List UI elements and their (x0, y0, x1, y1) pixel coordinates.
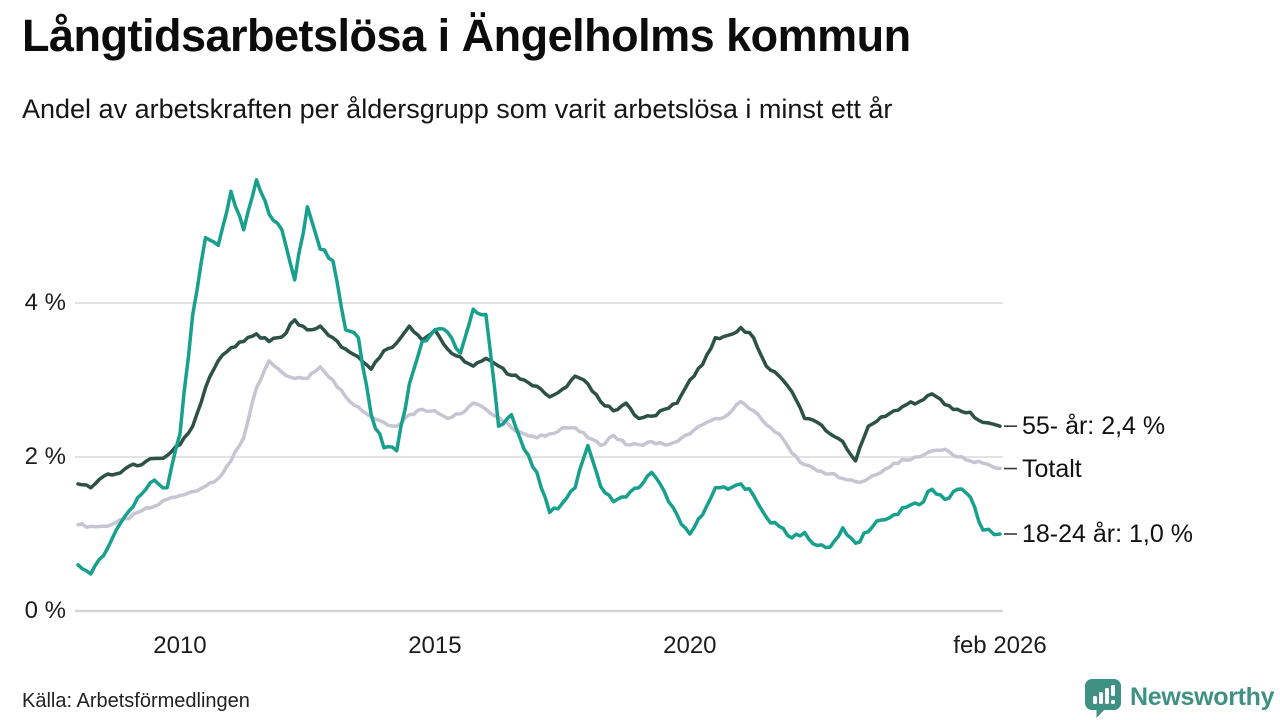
source-note: Källa: Arbetsförmedlingen (22, 690, 250, 712)
series-end-label-Totalt: Totalt (1022, 454, 1082, 483)
series-line-55-år (76, 318, 1002, 490)
x-axis-tick-label: 2015 (408, 632, 462, 659)
x-axis-tick-label: feb 2026 (953, 632, 1047, 659)
y-axis-tick-label: 2 % (24, 443, 66, 470)
series-line-Totalt (76, 359, 1002, 530)
y-axis-tick-label: 4 % (24, 289, 66, 316)
series-end-label-18-24-år: 18-24 år: 1,0 % (1022, 520, 1193, 548)
series-line-18-24-år (76, 178, 1002, 576)
x-axis-tick-label: 2020 (663, 632, 717, 659)
newsworthy-logo: Newsworthy (1085, 677, 1275, 718)
x-axis-tick-label: 2010 (153, 632, 207, 659)
chart-subtitle: Andel av arbetskraften per åldersgrupp s… (22, 94, 893, 124)
newsworthy-wordmark: Newsworthy (1130, 683, 1275, 711)
y-axis-tick-label: 0 % (24, 597, 66, 624)
newsworthy-bar-chart-icon (1085, 677, 1123, 718)
page-title: Långtidsarbetslösa i Ängelholms kommun (22, 10, 911, 61)
series-end-label-55-år: 55- år: 2,4 % (1022, 412, 1166, 441)
